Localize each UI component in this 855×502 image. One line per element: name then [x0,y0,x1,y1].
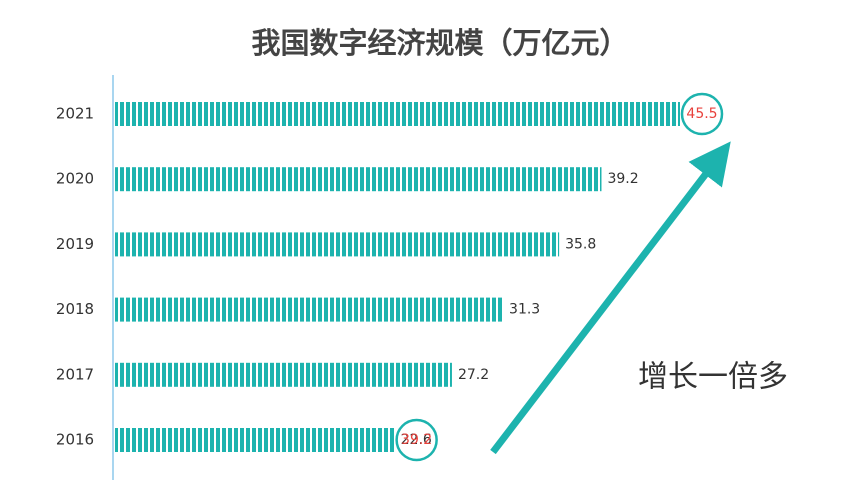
bar [115,362,452,387]
value-label: 22.6 [401,432,432,448]
value-label: 35.8 [565,236,596,252]
value-label: 45.5 [686,106,717,122]
value-label: 31.3 [509,302,540,318]
highlight-circle [680,92,724,136]
bar [115,102,680,126]
y-tick-label: 2016 [56,431,94,449]
bar [115,428,395,452]
chart-title: 我国数字经济规模（万亿元） [251,26,628,60]
bar [115,232,560,257]
y-tick-label: 2020 [56,170,94,188]
growth-annotation: 增长一倍多 [638,360,788,395]
annotation-label: 39.2 [401,432,432,448]
value-label: 39.2 [607,171,638,187]
y-tick-label: 2017 [56,365,94,383]
bar [115,167,602,192]
y-tick-label: 2018 [56,300,94,318]
growth-arrow [490,141,731,455]
y-tick-label: 2019 [56,235,94,253]
value-label: 27.2 [458,367,489,383]
bar [115,297,504,322]
highlight-circle [395,418,438,462]
y-tick-label: 2021 [56,105,94,123]
